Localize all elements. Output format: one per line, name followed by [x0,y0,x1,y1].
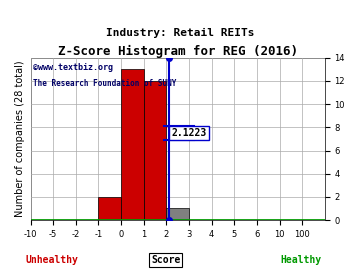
Y-axis label: Number of companies (28 total): Number of companies (28 total) [15,61,25,217]
Text: Healthy: Healthy [281,255,322,265]
Title: Z-Score Histogram for REG (2016): Z-Score Histogram for REG (2016) [58,45,298,58]
Bar [166,208,189,220]
Text: Industry: Retail REITs: Industry: Retail REITs [106,28,254,38]
Bar [121,69,144,220]
Text: ©www.textbiz.org: ©www.textbiz.org [33,63,113,72]
Bar [98,197,121,220]
Text: The Research Foundation of SUNY: The Research Foundation of SUNY [33,79,177,88]
Text: Unhealthy: Unhealthy [25,255,78,265]
Text: Score: Score [151,255,180,265]
Text: 2.1223: 2.1223 [171,128,207,138]
Bar [144,81,166,220]
